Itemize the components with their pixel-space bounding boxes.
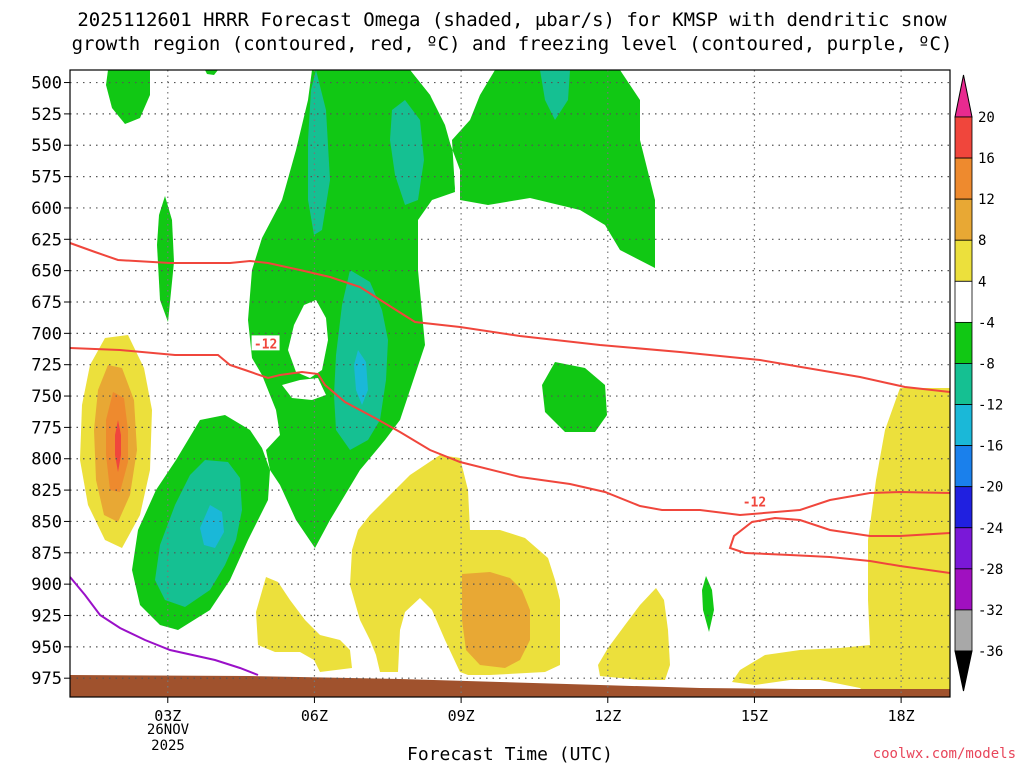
colorbar-segment [954,157,973,200]
colorbar-segment [954,198,973,241]
title-line-1: 2025112601 HRRR Forecast Omega (shaded, … [77,9,947,31]
omega-region-pos4 [598,588,670,680]
colorbar-segment [954,527,973,570]
colorbar-label: -20 [978,480,1003,496]
y-tick-label: 800 [31,450,62,470]
y-tick-label: 825 [31,481,62,501]
y-tick-label: 850 [31,512,62,532]
dgz-contour-lower [70,347,950,517]
colorbar-segment [954,609,973,652]
y-tick-label: 875 [31,544,62,564]
colorbar-segment [954,239,973,282]
omega-region-neg4 [157,196,174,322]
contour-label: -12 [743,495,766,510]
colorbar-top-arrow [954,74,973,118]
omega-shading [80,70,950,697]
colorbar-label: -4 [978,315,995,331]
omega-region-neg8 [155,460,242,607]
omega-region-pos4 [256,577,352,672]
colorbar-segment [954,445,973,488]
y-tick-label: 900 [31,575,62,595]
contour-label-bg [251,335,280,351]
grid [70,70,950,697]
colorbar-segment [954,486,973,529]
colorbar-segment [954,568,973,611]
y-tick-label: 950 [31,638,62,658]
colorbar-bottom-arrow [954,650,973,692]
omega-region-pos8 [462,572,530,668]
colorbar-label: -8 [978,356,995,372]
date-label-year: 2025 [151,738,185,754]
omega-region-neg4 [542,362,607,432]
omega-region-neg8 [390,100,424,205]
colorbar: 20 16 12 8 4 -4 -8 -12 -16 -20 -24 -28 -32 -36 [954,74,1003,692]
colorbar-label: -28 [978,562,1003,578]
dgz-contours [70,242,950,574]
omega-region-neg8 [308,70,330,235]
colorbar-segment [954,280,973,323]
y-tick-label: 650 [31,262,62,282]
omega-region-neg12 [354,350,368,405]
omega-region-neg4 [106,70,150,124]
colorbar-segment [954,363,973,405]
y-tick-label: 775 [31,418,62,438]
y-tick-label: 600 [31,199,62,219]
colorbar-label: -16 [978,439,1003,455]
title-line-2: growth region (contoured, red, ºC) and f… [71,33,953,55]
terrain [70,675,950,697]
omega-region-neg8 [540,70,570,120]
y-tick-label: 925 [31,606,62,626]
dgz-contour-tail [728,516,950,574]
y-axis: 500 525 550 575 600 625 650 675 700 725 750 775 800 8… [31,74,70,689]
x-axis-label: Forecast Time (UTC) [407,744,613,765]
x-tick-label: 18Z [888,707,915,725]
colorbar-label: -36 [978,644,1003,660]
chart-title: 2025112601 HRRR Forecast Omega (shaded, … [0,8,1024,56]
x-tick-label: 15Z [741,707,768,725]
colorbar-segment [954,404,973,447]
y-tick-label: 975 [31,669,62,689]
colorbar-label: -24 [978,521,1003,537]
contour-labels: -12 -12 [251,335,769,510]
dgz-contour-upper [70,242,950,393]
colorbar-label: 4 [978,274,986,290]
colorbar-segment [954,321,973,364]
y-tick-label: 575 [31,168,62,188]
contour-label-bg [740,493,769,509]
colorbar-label: -32 [978,603,1003,619]
y-tick-label: 725 [31,356,62,376]
colorbar-label: 16 [978,151,995,167]
omega-region-neg4 [205,70,218,75]
omega-region-neg12 [200,505,224,548]
colorbar-label: -12 [978,398,1003,414]
freezing-level-contour [70,576,259,676]
omega-region-neg4 [312,70,655,268]
x-tick-label: 06Z [301,707,328,725]
y-tick-label: 675 [31,293,62,313]
x-axis: 03Z 06Z 09Z 12Z 15Z 18Z [154,697,915,725]
contour-label: -12 [254,337,277,352]
omega-hole [288,300,328,378]
x-tick-label: 09Z [448,707,475,725]
colorbar-label: 12 [978,192,995,208]
y-tick-label: 700 [31,324,62,344]
y-tick-label: 625 [31,230,62,250]
colorbar-label: 20 [978,110,995,126]
colorbar-label: 8 [978,233,986,249]
y-tick-label: 500 [31,74,62,94]
colorbar-segment [954,116,973,159]
date-label-day: 26NOV [146,722,190,738]
credit-text: coolwx.com/models [872,746,1016,762]
y-tick-label: 550 [31,136,62,156]
x-tick-label: 12Z [594,707,621,725]
y-tick-label: 750 [31,387,62,407]
y-tick-label: 525 [31,105,62,125]
omega-region-pos4 [732,388,950,697]
plot-frame [69,69,951,698]
x-tick-label: 03Z [154,707,181,725]
omega-region-neg4 [702,576,714,632]
